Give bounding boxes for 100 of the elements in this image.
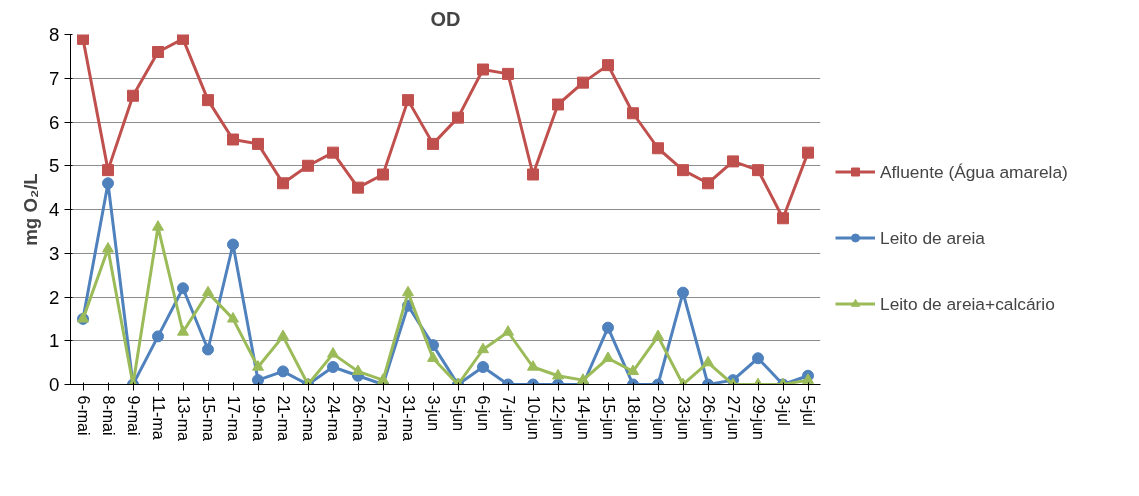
y-tick-label: 0 — [49, 374, 60, 395]
x-tick-label: 3-jul — [774, 395, 792, 426]
x-tick-label: 29-jun — [749, 395, 767, 440]
point — [752, 352, 764, 365]
point — [227, 238, 239, 251]
point — [777, 212, 789, 225]
x-tick-label: 10-jun — [524, 395, 542, 440]
x-tick-label: 14-jun — [574, 395, 592, 440]
point — [327, 146, 339, 159]
y-tick-label: 8 — [49, 24, 60, 45]
point — [577, 373, 589, 384]
x-tick-label: 6-jun — [474, 395, 492, 432]
point — [402, 94, 414, 107]
y-tick-label: 4 — [49, 199, 60, 220]
point — [527, 168, 539, 181]
x-tick-label: 31-ma — [399, 395, 417, 441]
point — [677, 286, 689, 299]
point — [252, 360, 264, 371]
point — [152, 330, 164, 343]
x-tick-label: 9-mai — [124, 395, 142, 436]
point — [102, 164, 114, 177]
point — [427, 351, 439, 362]
point — [77, 34, 89, 45]
point — [327, 361, 339, 373]
x-tick-label: 27-jun — [724, 395, 742, 440]
y-tick-label: 7 — [49, 67, 60, 89]
x-tick-label: 11-ma — [149, 395, 167, 440]
point — [677, 164, 689, 177]
point — [252, 374, 264, 385]
legend-label: Leito de areia+calcário — [880, 293, 1055, 314]
point — [552, 98, 564, 111]
point — [302, 159, 314, 172]
point — [452, 111, 464, 124]
point — [552, 368, 564, 380]
chart-title: OD — [430, 7, 461, 30]
point — [202, 343, 214, 356]
x-tick-label: 13-ma — [174, 395, 192, 441]
x-tick-label: 20-jun — [649, 395, 667, 440]
point — [277, 177, 289, 190]
x-tick-label: 8-mai — [99, 395, 117, 436]
point — [752, 164, 764, 177]
x-tick-label: 15-ma — [199, 395, 217, 441]
x-tick-label: 19-ma — [249, 395, 267, 441]
point — [352, 181, 364, 194]
x-tick-label: 26-jun — [699, 395, 717, 440]
point — [102, 177, 114, 190]
point — [227, 312, 239, 323]
point — [702, 177, 714, 190]
point — [177, 282, 189, 295]
point — [527, 360, 539, 371]
x-tick-label: 6-mai — [74, 395, 92, 436]
point — [127, 89, 139, 102]
x-tick-label: 18-jun — [624, 395, 642, 440]
point — [727, 155, 739, 168]
y-tick-label: 5 — [49, 155, 60, 177]
x-tick-label: 23-jun — [674, 395, 692, 440]
point — [252, 137, 264, 150]
point — [502, 67, 514, 80]
point — [602, 59, 614, 72]
point — [177, 34, 189, 45]
x-tick-label: 26-ma — [349, 395, 367, 441]
x-tick-label: 7-jun — [499, 395, 517, 432]
point — [477, 361, 489, 373]
point — [602, 351, 614, 362]
x-tick-label: 3-jun — [424, 395, 442, 432]
point — [602, 321, 614, 334]
y-axis-title: mg O₂/L — [20, 173, 42, 246]
point — [202, 94, 214, 107]
x-tick-label: 12-jun — [549, 395, 567, 440]
y-tick-label: 2 — [49, 286, 60, 308]
point — [627, 107, 639, 120]
point — [577, 76, 589, 89]
y-tick-label: 1 — [49, 330, 60, 352]
point — [102, 242, 114, 253]
point — [477, 342, 489, 354]
point — [652, 329, 664, 341]
point — [327, 347, 339, 358]
point — [177, 325, 189, 336]
point — [702, 355, 714, 367]
point — [802, 146, 814, 159]
x-tick-label: 5-jun — [449, 395, 467, 432]
point — [352, 364, 364, 376]
point — [652, 142, 664, 155]
point — [377, 168, 389, 181]
y-tick-label: 3 — [49, 242, 60, 264]
point — [477, 63, 489, 76]
point — [152, 46, 164, 58]
point — [152, 220, 164, 231]
x-tick-label: 27-ma — [374, 395, 392, 441]
point — [627, 364, 639, 376]
x-tick-label: 23-ma — [299, 395, 317, 441]
x-tick-label: 5-jul — [799, 395, 817, 426]
legend-label: Afluente (Água amarela) — [880, 161, 1068, 182]
x-tick-label: 15-jun — [599, 395, 617, 440]
y-tick-label: 6 — [49, 111, 60, 133]
x-tick-label: 24-ma — [324, 395, 342, 441]
point — [502, 325, 514, 336]
point — [427, 137, 439, 150]
x-tick-label: 17-ma — [224, 395, 242, 441]
x-tick-label: 21-ma — [274, 395, 292, 441]
